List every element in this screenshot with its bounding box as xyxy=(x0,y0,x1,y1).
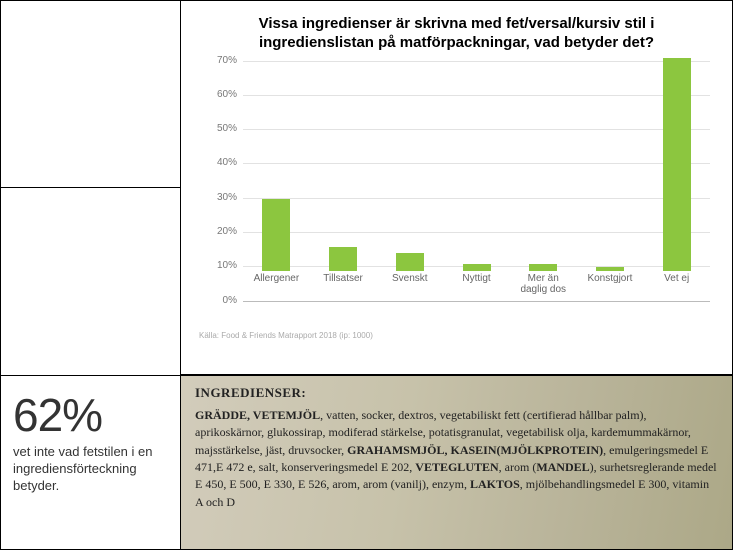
bar-wrap: Tillsatser xyxy=(310,247,377,301)
x-tick-label: Tillsatser xyxy=(313,273,373,301)
bar xyxy=(596,267,624,270)
chart-source: Källa: Food & Friends Matrapport 2018 (i… xyxy=(199,331,714,340)
x-tick-label: Svenskt xyxy=(380,273,440,301)
chart-plot-area: 0%10%20%30%40%50%60%70%AllergenerTillsat… xyxy=(199,61,714,331)
y-tick-label: 0% xyxy=(199,295,237,306)
grid-cell-top-left-1 xyxy=(0,0,181,188)
stat-caption: vet inte vad fetstilen i en ingrediens­f… xyxy=(13,444,168,495)
ingredients-body: GRÄDDE, VETEMJÖL, vatten, socker, dextro… xyxy=(195,407,718,511)
bar xyxy=(463,264,491,271)
grid-cell-top-left-2 xyxy=(0,187,181,376)
y-tick-label: 50% xyxy=(199,123,237,134)
x-tick-label: Nyttigt xyxy=(447,273,507,301)
y-tick-label: 30% xyxy=(199,192,237,203)
x-tick-label: Vet ej xyxy=(647,273,707,301)
chart-title: Vissa ingredienser är skrivna med fet/ve… xyxy=(239,15,674,53)
y-tick-label: 10% xyxy=(199,260,237,271)
bar-wrap: Svenskt xyxy=(376,253,443,300)
bar xyxy=(396,253,424,270)
bar-wrap: Konstgjort xyxy=(577,267,644,300)
bar-wrap: Nyttigt xyxy=(443,264,510,301)
x-tick-label: Allergener xyxy=(246,273,306,301)
bar-wrap: Mer än daglig dos xyxy=(510,264,577,301)
stat-number: 62% xyxy=(13,392,168,438)
y-tick-label: 60% xyxy=(199,89,237,100)
bar-wrap: Allergener xyxy=(243,199,310,301)
bar-wrap: Vet ej xyxy=(643,58,710,301)
stat-panel: 62% vet inte vad fetstilen i en ingredie… xyxy=(0,375,181,550)
y-tick-label: 70% xyxy=(199,55,237,66)
bar xyxy=(663,58,691,271)
bar xyxy=(529,264,557,271)
x-axis-line xyxy=(243,301,710,302)
y-tick-label: 40% xyxy=(199,157,237,168)
bar xyxy=(329,247,357,271)
x-tick-label: Mer än daglig dos xyxy=(513,273,573,301)
bars-container: AllergenerTillsatserSvensktNyttigtMer än… xyxy=(243,61,710,301)
ingredients-photo: INGREDIENSER: GRÄDDE, VETEMJÖL, vatten, … xyxy=(180,375,733,550)
chart-panel: Vissa ingredienser är skrivna med fet/ve… xyxy=(180,0,733,375)
x-tick-label: Konstgjort xyxy=(580,273,640,301)
y-tick-label: 20% xyxy=(199,226,237,237)
bar xyxy=(262,199,290,271)
ingredients-heading: INGREDIENSER: xyxy=(195,384,718,403)
